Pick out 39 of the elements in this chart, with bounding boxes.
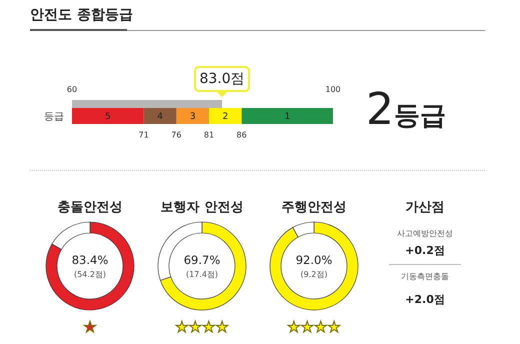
text: 가산점 xyxy=(404,199,446,216)
text: 92.0% xyxy=(294,253,334,267)
donut-slice xyxy=(160,222,246,310)
text: ★ xyxy=(82,318,98,336)
text: 83.0점 xyxy=(194,66,250,92)
text: 69.7% xyxy=(182,253,222,267)
y-tick-label: 등급 xyxy=(44,112,64,123)
x-tick-label: 86 xyxy=(236,130,247,140)
bar xyxy=(144,108,176,124)
text: (9.2점) xyxy=(300,269,328,280)
bar xyxy=(242,108,333,124)
x-tick-label: 81 xyxy=(204,130,214,140)
text: 83.4% xyxy=(70,253,110,267)
text: 2등급 xyxy=(366,84,446,135)
bar xyxy=(176,108,210,124)
chart-title: 안전도 종합등급 xyxy=(30,6,133,24)
text: (17.4점) xyxy=(184,269,220,280)
series-label: 4 xyxy=(157,112,164,122)
x-tick-label: 76 xyxy=(171,130,182,140)
text: +2.0점 xyxy=(404,292,446,307)
text: 기동측면충돌 xyxy=(400,271,450,282)
series-label: 2 xyxy=(222,112,228,122)
series-label: 1 xyxy=(284,112,290,122)
chart-title: 보행자 안전성 xyxy=(160,199,244,216)
text: ★★★★ xyxy=(286,318,342,336)
chart-title: 충돌안전성 xyxy=(56,199,124,216)
text: +0.2점 xyxy=(404,243,446,258)
text: (54.2점) xyxy=(72,269,108,280)
x-tick-label: 100 xyxy=(325,85,341,94)
x-tick-label: 71 xyxy=(138,130,149,140)
donut-slice xyxy=(46,222,134,310)
x-tick-label: 60 xyxy=(66,85,78,94)
donut-slice xyxy=(270,222,358,310)
series-label: 5 xyxy=(105,112,111,122)
chart-title: 주행안전성 xyxy=(280,199,348,216)
text: ★★★★ xyxy=(174,318,230,336)
bar xyxy=(209,108,242,124)
text: 사고예방안전성 xyxy=(396,228,454,239)
series-label: 3 xyxy=(190,112,196,122)
